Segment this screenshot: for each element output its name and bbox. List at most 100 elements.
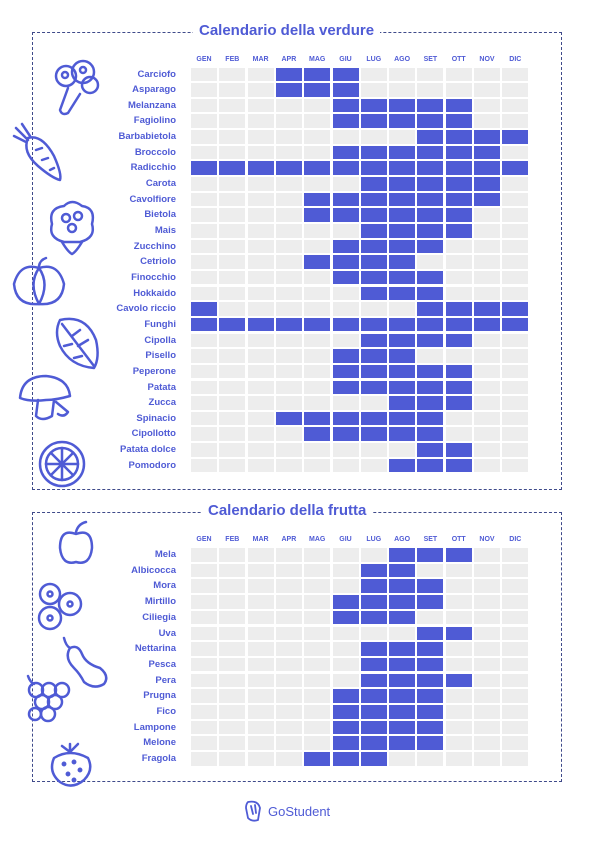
calendar-row: Uva [0, 626, 595, 641]
season-cell-active [474, 192, 500, 207]
season-cell-empty [219, 364, 246, 379]
season-cell-active [360, 364, 387, 379]
season-cell-empty [275, 364, 302, 379]
season-cell-empty [247, 705, 274, 719]
season-cell-active [445, 114, 472, 128]
season-cell-active [360, 427, 387, 441]
season-cell-active [389, 192, 416, 207]
item-label: Pera [155, 674, 176, 686]
season-cell-active [389, 427, 416, 441]
season-cell-active [191, 317, 217, 332]
season-cell-active [389, 114, 416, 128]
item-label: Finocchio [131, 271, 176, 283]
calendar-row: Nettarina [0, 642, 595, 656]
season-cell-active [219, 317, 246, 332]
season-cell-empty [474, 610, 500, 625]
item-label: Mais [154, 225, 176, 236]
calendar-row: Cetriolo [0, 255, 595, 269]
calendar-row: Finocchio [0, 270, 595, 285]
season-cell-empty [247, 67, 274, 81]
season-cell-empty [219, 145, 246, 160]
season-cell-empty [474, 208, 500, 222]
season-cell-active [445, 626, 472, 640]
calendar-row: Carciofo [0, 67, 595, 82]
season-cell-active [417, 286, 444, 301]
month-header-gen: GEN [196, 56, 212, 63]
season-cell-empty [502, 98, 529, 113]
season-cell-empty [219, 427, 246, 441]
season-cell-empty [247, 458, 274, 473]
season-cell-empty [474, 443, 500, 457]
season-cell-empty [275, 427, 302, 441]
season-cell-active [417, 130, 444, 144]
item-label: Funghi [144, 318, 176, 330]
season-cell-active [389, 705, 416, 719]
season-cell-active [360, 286, 387, 301]
season-cell-empty [247, 657, 274, 672]
calendar-row: Fagiolino [0, 114, 595, 128]
season-cell-empty [474, 579, 500, 593]
season-cell-active [360, 673, 387, 688]
season-cell-empty [332, 657, 359, 672]
season-cell-empty [275, 720, 302, 735]
item-label: Carota [145, 178, 176, 190]
calendar-row: Fico [0, 705, 595, 719]
season-cell-active [417, 302, 444, 316]
season-cell-active [417, 317, 444, 332]
season-cell-active [389, 98, 416, 113]
season-cell-empty [191, 657, 217, 672]
season-cell-active [332, 736, 359, 750]
cauliflower-icon [50, 200, 95, 256]
season-cell-active [304, 83, 331, 97]
item-label: Barbabietola [118, 131, 176, 143]
season-cell-empty [304, 114, 331, 128]
season-cell-empty [502, 177, 529, 191]
season-cell-active [445, 673, 472, 688]
month-header-mag: MAG [309, 536, 326, 543]
mushroom-icon [18, 374, 72, 421]
season-cell-active [417, 145, 444, 160]
season-cell-active [389, 411, 416, 426]
season-cell-empty [191, 130, 217, 144]
season-cell-empty [219, 114, 246, 128]
item-label: Nettarina [134, 643, 176, 655]
season-cell-active [417, 595, 444, 609]
calendar-row: Zucca [0, 396, 595, 410]
season-cell-empty [247, 98, 274, 113]
season-cell-empty [219, 673, 246, 688]
season-cell-active [360, 208, 387, 222]
season-cell-active [275, 83, 302, 97]
season-cell-empty [219, 396, 246, 410]
season-cell-empty [502, 239, 529, 254]
season-cell-empty [445, 720, 472, 735]
season-cell-empty [389, 752, 416, 766]
season-cell-empty [219, 579, 246, 593]
season-cell-empty [219, 626, 246, 640]
season-cell-empty [247, 626, 274, 640]
season-cell-empty [502, 396, 529, 410]
season-cell-empty [502, 67, 529, 81]
season-cell-empty [445, 67, 472, 81]
calendar-row: Cavolo riccio [0, 302, 595, 316]
season-cell-empty [247, 689, 274, 703]
calendar-row: Melanzana [0, 98, 595, 113]
season-cell-empty [191, 380, 217, 394]
season-cell-empty [389, 626, 416, 640]
season-cell-active [332, 161, 359, 175]
season-cell-empty [247, 642, 274, 656]
season-cell-active [389, 642, 416, 656]
season-cell-active [474, 130, 500, 144]
season-cell-active [332, 270, 359, 285]
season-cell-empty [332, 302, 359, 316]
item-label: Radicchio [130, 162, 176, 174]
season-cell-empty [360, 443, 387, 457]
season-cell-empty [445, 610, 472, 625]
season-cell-active [474, 317, 500, 332]
season-cell-empty [445, 286, 472, 301]
season-cell-empty [191, 177, 217, 191]
calendar-row: Cavolfiore [0, 192, 595, 207]
season-cell-empty [417, 752, 444, 766]
season-cell-active [417, 720, 444, 735]
season-cell-empty [275, 736, 302, 750]
grapes-icon [26, 674, 71, 723]
